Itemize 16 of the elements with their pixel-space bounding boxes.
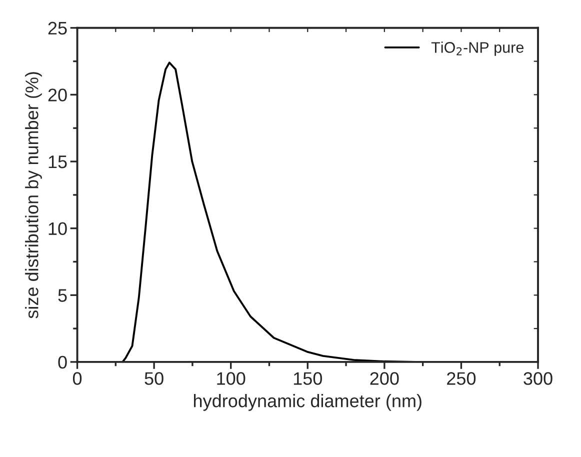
y-tick-label: 20 [48,88,67,102]
y-axis-title: size distribution by number (%) [25,72,42,318]
x-tick-label: 50 [144,372,164,385]
x-tick-label: 100 [217,372,246,385]
x-tick-label: 300 [524,372,552,385]
legend-label: TiO$_{2}$-NP pure [431,42,524,56]
y-tick-label: 10 [48,222,67,236]
x-tick-label: 150 [294,372,322,385]
y-tick-label: 15 [48,156,67,168]
x-tick-label: 250 [447,372,476,385]
x-axis-title: hydrodynamic diameter (nm) [194,394,422,411]
x-tick-label: 200 [370,372,399,385]
y-tick-label: 0 [58,356,67,369]
y-tick-label: 25 [48,22,67,35]
y-tick-label: 5 [58,289,67,302]
x-tick-label: 0 [72,372,82,385]
